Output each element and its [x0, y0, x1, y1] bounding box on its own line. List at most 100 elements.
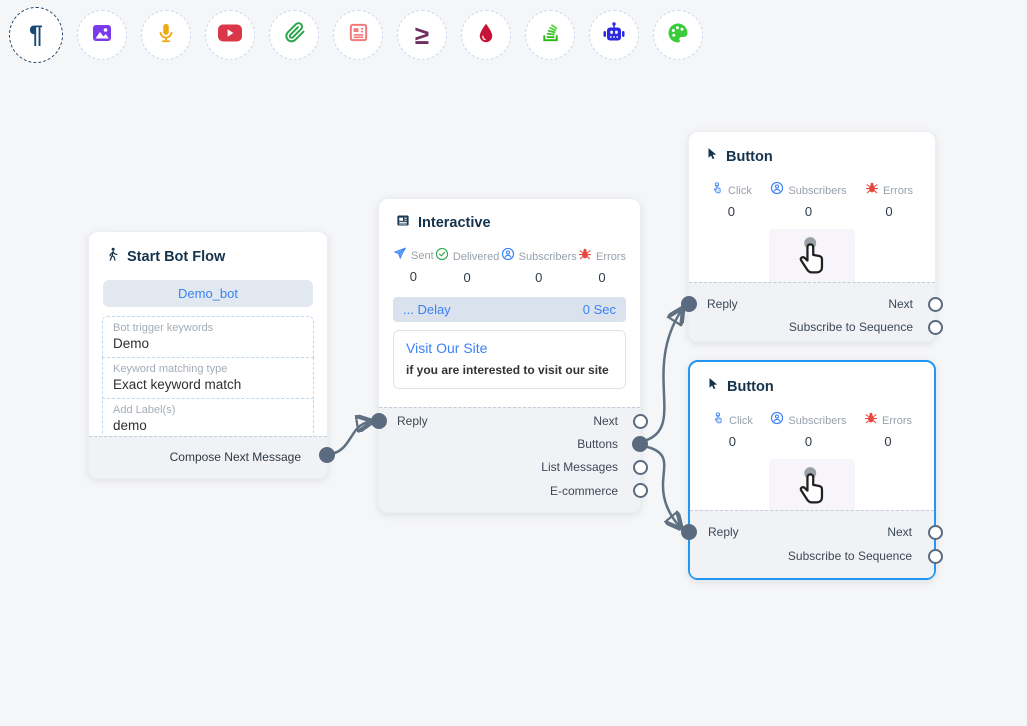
node-title: Button — [727, 378, 774, 395]
droplet-icon — [475, 21, 497, 50]
message-body: if you are interested to visit our site — [406, 363, 609, 377]
input-label-reply: Reply — [397, 414, 428, 428]
greater-equal-icon: ≥ — [414, 20, 430, 50]
node-button-top[interactable]: Button Click 0 Subscribers 0 Er — [681, 131, 943, 342]
palette-icon — [666, 21, 690, 50]
port-reply-input[interactable] — [371, 413, 387, 429]
port-reply-input[interactable] — [681, 524, 697, 540]
microphone-icon — [155, 21, 177, 50]
node-footer: Reply Next Buttons List Messages E-comme… — [371, 407, 648, 512]
stat-value: 0 — [804, 434, 813, 449]
output-label-next: Next — [593, 414, 618, 428]
bot-name-button[interactable]: Demo_bot — [103, 280, 313, 307]
node-button-bottom[interactable]: Button Click 0 Subscribers 0 Er — [681, 360, 943, 580]
stat-errors: Errors 0 — [865, 181, 913, 219]
input-label-reply: Reply — [708, 525, 739, 539]
stat-subscribers: Subscribers 0 — [770, 181, 846, 219]
port-subscribe-to-sequence[interactable] — [928, 549, 943, 564]
port-list-messages[interactable] — [633, 460, 648, 475]
stat-label: Subscribers — [518, 250, 577, 263]
check-circle-icon — [435, 247, 449, 266]
tap-icon — [712, 411, 725, 430]
node-header: Button — [689, 132, 935, 173]
field-value: Exact keyword match — [113, 377, 242, 392]
image-icon — [90, 21, 114, 50]
toolbar-audio-button[interactable] — [141, 10, 191, 60]
bug-icon — [865, 181, 879, 200]
port-buttons[interactable] — [632, 436, 648, 452]
port-subscribe-to-sequence[interactable] — [928, 320, 943, 335]
toolbar-bot-button[interactable] — [589, 10, 639, 60]
field-list: Bot trigger keywords Demo Keyword matchi… — [102, 316, 314, 440]
node-title: Start Bot Flow — [127, 249, 226, 265]
stats-row: Click 0 Subscribers 0 Errors 0 — [690, 403, 934, 449]
port-reply-input[interactable] — [681, 296, 697, 312]
toolbar-condition-button[interactable]: ≥ — [397, 10, 447, 60]
node-start-bot-flow[interactable]: Start Bot Flow Demo_bot Bot trigger keyw… — [88, 231, 335, 479]
message-card[interactable]: Visit Our Site if you are interested to … — [393, 330, 626, 389]
toolbar-file-button[interactable] — [269, 10, 319, 60]
node-header: Start Bot Flow — [89, 232, 327, 274]
edge-buttons-to-top-reply — [643, 311, 681, 443]
stat-label: Click — [728, 184, 752, 197]
stat-value: 0 — [463, 270, 471, 285]
stat-label: Errors — [883, 184, 913, 197]
stat-label: Click — [729, 414, 753, 427]
stat-label: Sent — [411, 250, 434, 262]
stat-value: 0 — [884, 434, 892, 449]
stat-value: 0 — [728, 434, 737, 449]
port-compose-next-message[interactable] — [319, 447, 335, 463]
field-add-labels[interactable]: Add Label(s) demo — [102, 398, 314, 440]
port-next[interactable] — [928, 297, 943, 312]
paperclip-icon — [283, 21, 306, 49]
component-toolbar: ¶ ≥ — [9, 7, 703, 63]
port-next[interactable] — [928, 525, 943, 540]
field-label: Add Label(s) — [113, 404, 176, 416]
node-interactive[interactable]: Interactive Sent 0 Delivered 0 — [371, 198, 648, 513]
stat-errors: Errors 0 — [578, 247, 626, 285]
stat-label: Errors — [882, 414, 912, 427]
output-label-e-commerce: E-commerce — [549, 484, 618, 498]
input-label-reply: Reply — [707, 297, 738, 311]
output-label-compose-next-message: Compose Next Message — [169, 450, 301, 464]
stat-sent: Sent 0 — [393, 247, 434, 285]
stat-label: Errors — [596, 250, 626, 263]
robot-icon — [601, 21, 627, 50]
node-title: Interactive — [418, 215, 491, 231]
toolbar-drip-button[interactable] — [461, 10, 511, 60]
delay-setting[interactable]: ... Delay 0 Sec — [393, 297, 626, 322]
toolbar-card-button[interactable] — [333, 10, 383, 60]
walking-person-icon — [105, 246, 120, 268]
stat-subscribers: Subscribers 0 — [770, 411, 846, 449]
field-bot-trigger-keywords[interactable]: Bot trigger keywords Demo — [102, 316, 314, 358]
output-label-subscribe-to-sequence: Subscribe to Sequence — [788, 320, 913, 334]
message-title: Visit Our Site — [406, 340, 488, 356]
output-label-subscribe-to-sequence: Subscribe to Sequence — [787, 549, 912, 563]
stat-click: Click 0 — [712, 411, 753, 449]
toolbar-image-button[interactable] — [77, 10, 127, 60]
stat-errors: Errors 0 — [864, 411, 912, 449]
person-circle-icon — [770, 181, 784, 200]
stat-value: 0 — [598, 270, 606, 285]
stat-value: 0 — [727, 204, 736, 219]
stat-label: Delivered — [452, 250, 500, 263]
tap-gesture-icon[interactable] — [769, 459, 855, 516]
toolbar-theme-button[interactable] — [653, 10, 703, 60]
tap-icon — [711, 181, 724, 200]
person-circle-icon — [501, 247, 515, 266]
stat-value: 0 — [535, 270, 543, 285]
toolbar-stack-button[interactable] — [525, 10, 575, 60]
cursor-icon — [706, 376, 720, 397]
field-label: Keyword matching type — [113, 363, 228, 375]
port-e-commerce[interactable] — [633, 483, 648, 498]
toolbar-video-button[interactable] — [205, 10, 255, 60]
port-next[interactable] — [633, 414, 648, 429]
stat-value: 0 — [885, 204, 893, 219]
tap-gesture-icon[interactable] — [769, 229, 855, 286]
stat-label: Subscribers — [788, 414, 847, 427]
field-keyword-matching-type[interactable]: Keyword matching type Exact keyword matc… — [102, 357, 314, 399]
edge-compose-to-reply — [330, 422, 369, 456]
bug-icon — [864, 411, 878, 430]
toolbar-text-button[interactable]: ¶ — [9, 7, 63, 63]
